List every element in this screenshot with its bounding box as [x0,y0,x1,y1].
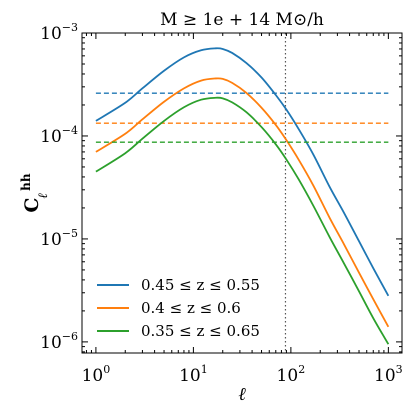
legend-label-2: 0.35 ≤ z ≤ 0.65 [141,322,260,340]
x-tick-label: 103 [374,363,403,386]
legend-label-1: 0.4 ≤ z ≤ 0.6 [141,299,241,317]
series-1-line [95,77,390,328]
chart-title: M ≥ 1e + 14 M⊙/h [160,10,324,30]
x-tick-label: 102 [277,363,306,386]
y-axis-label-sup: hh [19,173,33,191]
x-tick-label: 100 [82,363,111,386]
plot-frame [81,32,403,354]
x-axis-label: ℓ [238,384,246,405]
axis-ticks: 100 101 102 103 10−6 10−5 10−4 10−3 [40,21,403,386]
y-axis-label-sub: ℓ [36,193,51,199]
y-tick-label: 10−6 [40,330,78,353]
y-tick-label: 10−3 [40,21,78,44]
series-2-line [95,96,390,345]
legend-label-0: 0.45 ≤ z ≤ 0.55 [141,276,260,294]
legend: 0.45 ≤ z ≤ 0.55 0.4 ≤ z ≤ 0.6 0.35 ≤ z ≤… [97,276,260,340]
plot-area [95,33,390,353]
y-axis-label: C hh ℓ [19,173,51,212]
series-0-line [95,47,390,297]
y-axis-label-main: C [21,197,43,212]
x-tick-label: 101 [179,363,208,386]
y-tick-label: 10−4 [40,124,78,147]
svg-text:C hh: C hh [19,173,43,212]
y-tick-label: 10−5 [40,227,78,250]
